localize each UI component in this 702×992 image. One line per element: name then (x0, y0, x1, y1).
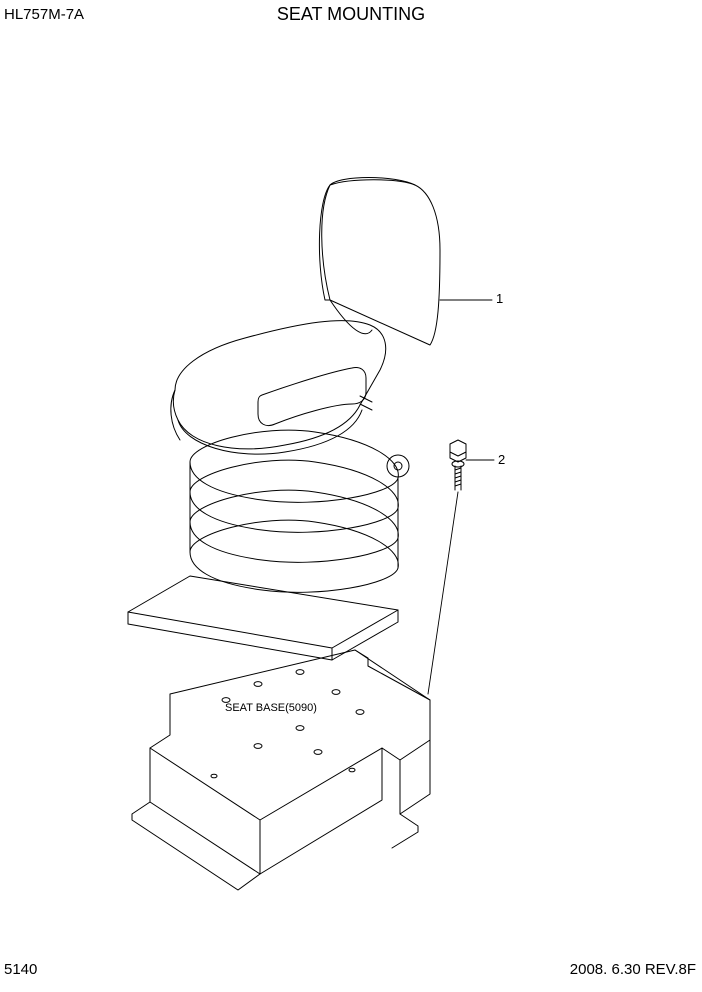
seat-base (132, 650, 430, 890)
callout-2: 2 (498, 452, 505, 467)
bolt (450, 440, 466, 490)
seat-assembly (128, 178, 440, 661)
callout-1: 1 (496, 291, 503, 306)
leader-lines (428, 300, 494, 694)
seat-mounting-diagram (0, 0, 702, 992)
seat-base-label: SEAT BASE(5090) (225, 702, 317, 714)
